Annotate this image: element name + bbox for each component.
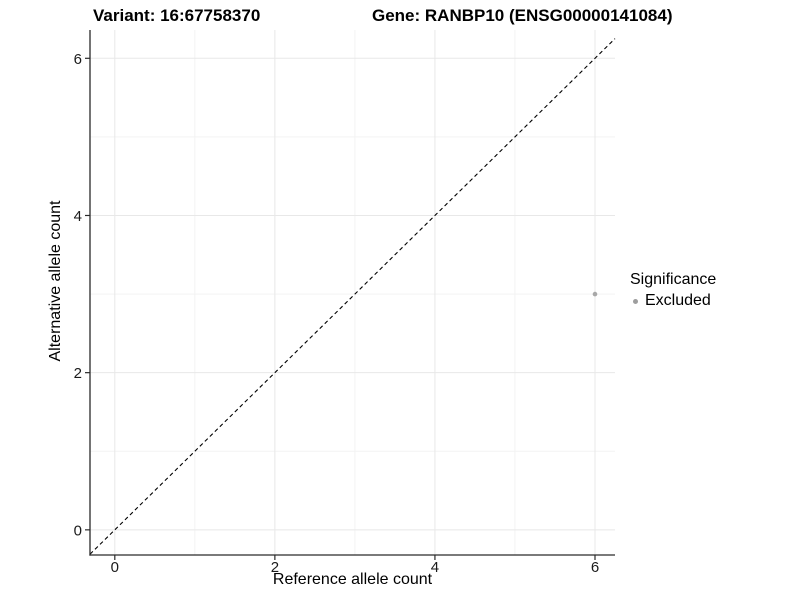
legend-point-icon: [633, 298, 638, 304]
x-tick-label: 4: [431, 559, 439, 576]
plot-title-gene: Gene: RANBP10 (ENSG00000141084): [372, 6, 673, 25]
x-axis-label: Reference allele count: [272, 571, 433, 588]
y-tick-label: 0: [74, 522, 82, 539]
x-tick-label: 6: [591, 559, 599, 576]
y-axis-label: Alternative allele count: [47, 200, 64, 362]
plot-title-variant: Variant: 16:67758370: [93, 6, 261, 25]
legend: Significance Excluded: [630, 271, 716, 310]
y-tick-label: 2: [74, 365, 82, 382]
y-tick-label: 4: [74, 208, 82, 225]
x-tick-label: 2: [271, 559, 279, 576]
legend-item-label: Excluded: [645, 292, 711, 309]
data-point: [592, 291, 598, 297]
legend-item-excluded: Excluded: [630, 292, 716, 310]
y-tick-label: 6: [74, 51, 82, 68]
x-tick-label: 0: [111, 559, 119, 576]
legend-title: Significance: [630, 271, 717, 288]
identity-line: [89, 38, 616, 555]
